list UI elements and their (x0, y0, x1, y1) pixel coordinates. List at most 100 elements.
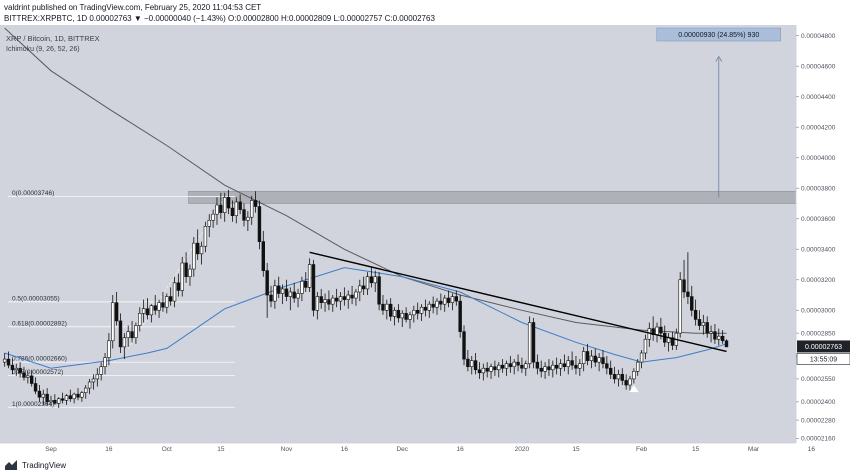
candle[interactable] (570, 351, 574, 370)
candle[interactable] (257, 200, 262, 250)
candle[interactable] (535, 354, 540, 375)
candle[interactable] (717, 328, 721, 346)
candle[interactable] (242, 203, 246, 227)
candle[interactable] (33, 377, 38, 395)
candle[interactable] (215, 197, 219, 225)
candle[interactable] (107, 333, 111, 366)
candle[interactable] (6, 351, 11, 369)
candle[interactable] (415, 302, 420, 320)
candle[interactable] (373, 270, 377, 292)
candle[interactable] (315, 291, 320, 320)
last-price-tag[interactable] (797, 340, 850, 353)
candle[interactable] (585, 343, 590, 366)
candle[interactable] (605, 356, 609, 375)
candle[interactable] (184, 252, 188, 283)
candle[interactable] (427, 301, 431, 318)
candle[interactable] (346, 290, 350, 309)
candle[interactable] (396, 304, 401, 323)
candle[interactable] (188, 264, 192, 286)
candle[interactable] (365, 272, 370, 296)
candle[interactable] (10, 359, 15, 375)
candle[interactable] (261, 230, 265, 277)
candle[interactable] (643, 334, 648, 360)
candle[interactable] (211, 209, 215, 228)
candle[interactable] (481, 363, 486, 381)
candle[interactable] (319, 288, 323, 309)
candle[interactable] (724, 339, 729, 348)
candle[interactable] (284, 279, 289, 302)
candle[interactable] (392, 307, 397, 326)
candle[interactable] (246, 211, 250, 231)
candle[interactable] (419, 304, 424, 321)
candle[interactable] (589, 349, 594, 369)
candle[interactable] (388, 298, 393, 321)
candle[interactable] (165, 293, 169, 314)
candle[interactable] (593, 348, 597, 367)
candle[interactable] (14, 363, 18, 376)
candle[interactable] (238, 194, 242, 215)
candle[interactable] (134, 322, 138, 344)
candle[interactable] (334, 288, 339, 308)
candle[interactable] (176, 273, 181, 297)
projection-callout[interactable] (656, 27, 782, 42)
candle[interactable] (466, 349, 470, 372)
candle[interactable] (292, 282, 296, 303)
candle[interactable] (361, 276, 366, 296)
candle[interactable] (234, 197, 238, 224)
candle[interactable] (543, 362, 547, 379)
candle[interactable] (41, 389, 45, 405)
price-axis[interactable] (796, 25, 850, 443)
candle[interactable] (597, 352, 601, 372)
candle[interactable] (280, 284, 285, 305)
candle[interactable] (381, 295, 385, 315)
candle[interactable] (203, 221, 208, 253)
candle[interactable] (404, 307, 408, 323)
candle[interactable] (527, 316, 532, 369)
candle[interactable] (678, 272, 682, 338)
candle[interactable] (624, 374, 628, 390)
candle[interactable] (149, 304, 154, 323)
candle[interactable] (693, 299, 698, 326)
candle[interactable] (307, 258, 312, 292)
candle[interactable] (574, 356, 578, 375)
candle[interactable] (269, 285, 273, 308)
candle[interactable] (76, 388, 80, 401)
candle[interactable] (558, 359, 563, 376)
candle[interactable] (87, 378, 92, 395)
candle[interactable] (99, 362, 103, 381)
candle[interactable] (636, 359, 640, 376)
candle[interactable] (458, 295, 462, 338)
candle[interactable] (562, 354, 567, 372)
candle[interactable] (296, 288, 300, 308)
candle[interactable] (57, 397, 61, 408)
candle[interactable] (632, 368, 636, 384)
candle[interactable] (141, 299, 146, 323)
candle[interactable] (18, 362, 22, 378)
candle[interactable] (49, 395, 53, 407)
candle[interactable] (701, 314, 706, 335)
plot-area[interactable] (0, 25, 796, 443)
candle[interactable] (566, 356, 570, 375)
candle[interactable] (385, 299, 389, 320)
candle[interactable] (462, 325, 466, 366)
candle[interactable] (250, 195, 254, 225)
candle[interactable] (145, 298, 150, 320)
candle[interactable] (122, 333, 127, 360)
candle[interactable] (493, 360, 497, 376)
candle[interactable] (682, 259, 686, 299)
candle[interactable] (80, 391, 84, 402)
candle[interactable] (195, 229, 200, 260)
candle[interactable] (230, 200, 235, 222)
candle[interactable] (64, 394, 69, 405)
candle[interactable] (601, 349, 605, 369)
candle[interactable] (354, 288, 358, 306)
ichimoku-line[interactable] (4, 267, 727, 369)
candle[interactable] (377, 272, 381, 311)
candle[interactable] (277, 276, 281, 299)
candle[interactable] (358, 279, 362, 302)
candle[interactable] (114, 291, 119, 326)
candle[interactable] (138, 307, 142, 332)
candle[interactable] (686, 252, 690, 305)
candle[interactable] (705, 316, 709, 338)
resistance-zone[interactable] (188, 190, 797, 204)
